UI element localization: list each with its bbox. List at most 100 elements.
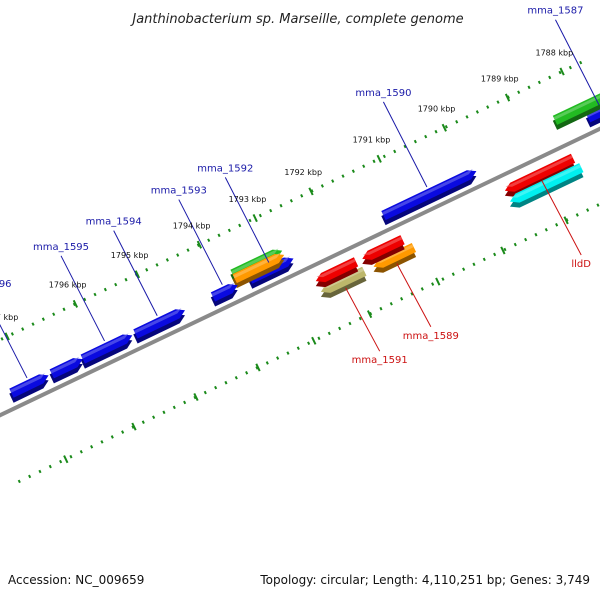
major-tick: [252, 213, 258, 223]
minor-tick: [245, 371, 249, 375]
minor-tick: [403, 144, 407, 149]
minor-tick: [238, 223, 242, 228]
minor-tick: [145, 268, 149, 272]
gene-highlight: [133, 308, 182, 334]
minor-tick: [217, 233, 221, 238]
lower-tick-track: [17, 203, 600, 484]
minor-tick: [451, 272, 455, 276]
minor-tick: [341, 174, 345, 178]
gene-body: [49, 358, 83, 379]
minor-tick: [152, 415, 156, 420]
minor-tick: [28, 474, 32, 479]
minor-tick: [193, 395, 197, 400]
minor-tick: [114, 282, 118, 287]
minor-tick: [90, 445, 94, 449]
gene-body: [232, 254, 285, 284]
gene-highlight: [231, 248, 279, 274]
gene-highlight: [510, 164, 582, 198]
gene-label-mma_1589: mma_1589: [403, 331, 459, 342]
minor-tick: [258, 213, 262, 218]
minor-tick: [389, 301, 393, 306]
minor-tick: [462, 267, 466, 272]
minor-tick: [310, 189, 314, 193]
minor-tick: [17, 479, 21, 484]
minor-tick: [544, 227, 548, 232]
minor-tick: [486, 105, 490, 109]
minor-tick: [224, 380, 228, 385]
major-tick: [435, 277, 441, 286]
minor-tick: [351, 169, 355, 173]
minor-tick: [176, 253, 180, 257]
minor-tick: [289, 198, 293, 203]
minor-tick: [234, 375, 238, 380]
minor-tick: [100, 440, 104, 444]
minor-tick: [482, 257, 486, 262]
minor-tick: [162, 410, 166, 415]
gene-highlight: [505, 155, 573, 187]
minor-tick: [38, 469, 42, 474]
minor-tick: [362, 164, 366, 169]
gene-label-mma_1587: mma_1587: [527, 6, 583, 17]
minor-tick: [79, 449, 83, 454]
minor-tick: [183, 400, 187, 405]
minor-tick: [558, 70, 562, 75]
gene-label-mma_1592: mma_1592: [197, 163, 253, 174]
label-leader: [113, 230, 158, 317]
gene-mma_1593: [210, 283, 238, 307]
minor-tick: [248, 218, 252, 223]
gene-body: [381, 170, 477, 221]
label-leader: [396, 263, 432, 327]
minor-tick: [424, 134, 428, 139]
major-tick: [131, 422, 137, 431]
map-title: Janthinobacterium sp. Marseille, complet…: [129, 12, 463, 27]
label-leader: [555, 19, 600, 106]
gene-body: [133, 309, 185, 339]
minor-tick: [48, 464, 52, 469]
major-tick: [500, 246, 506, 255]
minor-tick: [579, 60, 583, 65]
minor-tick: [207, 238, 211, 243]
gene-mma_1595b: [49, 357, 83, 384]
minor-tick: [524, 237, 528, 242]
minor-tick: [393, 149, 397, 154]
minor-tick: [503, 247, 507, 252]
label-leader: [224, 177, 270, 263]
minor-tick: [300, 194, 304, 198]
minor-tick: [517, 90, 521, 95]
label-leader: [0, 323, 28, 379]
minor-tick: [72, 302, 76, 307]
major-tick: [559, 67, 565, 76]
minor-tick: [52, 312, 56, 317]
minor-tick: [379, 306, 383, 311]
minor-tick: [296, 346, 300, 350]
major-tick: [504, 93, 511, 102]
kbp-label: 1788 kbp: [535, 48, 573, 57]
label-leader: [382, 101, 428, 188]
gene-label-mma_1593: mma_1593: [151, 186, 207, 197]
label-leader: [541, 180, 582, 256]
minor-tick: [513, 242, 517, 247]
minor-tick: [568, 65, 572, 70]
minor-tick: [527, 85, 531, 90]
minor-tick: [496, 100, 500, 104]
gene-labels: mma_1587 mma_1590 mma_1592 mma_1593 mma_1594…: [0, 6, 600, 379]
accession-text: Accession: NC_009659: [8, 573, 145, 587]
gene-highlight: [50, 357, 79, 374]
upper-tick-track: [0, 60, 583, 341]
minor-tick: [475, 110, 479, 114]
minor-tick: [441, 277, 445, 281]
gene-mma_1592c: [232, 252, 285, 289]
gene-label-mma_1596: mma_1596: [0, 279, 12, 290]
minor-tick: [59, 459, 63, 464]
gene-body: [80, 334, 133, 364]
minor-tick: [307, 341, 311, 346]
minor-tick: [534, 232, 538, 237]
gene-mma_1588: [552, 93, 600, 130]
gene-label-mma_1591: mma_1591: [352, 355, 408, 366]
minor-tick: [41, 317, 45, 321]
gene-mma_1591b: [315, 257, 359, 288]
minor-tick: [596, 203, 600, 207]
minor-tick: [172, 405, 176, 410]
minor-tick: [586, 208, 590, 212]
